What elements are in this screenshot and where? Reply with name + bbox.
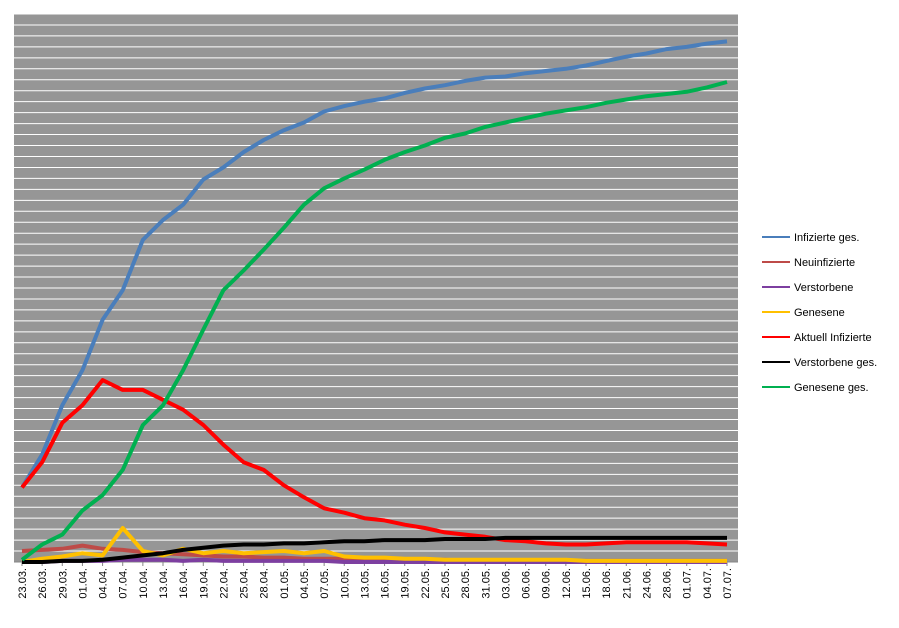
x-tick-label: 16.05. — [380, 568, 392, 599]
x-tick-label: 03.06. — [500, 568, 512, 599]
x-tick-label: 23.03. — [17, 568, 29, 599]
x-tick-label: 15.06. — [581, 568, 593, 599]
legend-label: Neuinfizierte — [794, 257, 855, 269]
x-tick-label: 28.04. — [259, 568, 271, 599]
line-series — [21, 526, 727, 564]
legend-label: Verstorbene — [794, 282, 853, 294]
x-tick-label: 04.07. — [702, 568, 714, 599]
x-tick-label: 28.06. — [662, 568, 674, 599]
x-tick-label: 25.04. — [239, 568, 251, 599]
x-tick-label: 09.06. — [541, 568, 553, 599]
legend-label: Genesene — [794, 307, 845, 319]
line-series — [20, 80, 728, 562]
x-tick-label: 16.04. — [178, 568, 190, 599]
legend-label: Verstorbene ges. — [794, 357, 877, 369]
legend-label: Aktuell Infizierte — [794, 332, 872, 344]
line-series — [20, 378, 728, 547]
x-tick-label: 22.04. — [218, 568, 230, 599]
x-tick-label: 06.06. — [521, 568, 533, 599]
x-tick-label: 07.07. — [722, 568, 734, 599]
x-tick-label: 01.05. — [279, 568, 291, 599]
x-tick-label: 22.05. — [420, 568, 432, 599]
x-tick-label: 21.06. — [621, 568, 633, 599]
x-tick-label: 26.03. — [37, 568, 49, 599]
x-tick-label: 24.06. — [641, 568, 653, 599]
x-tick-label: 10.05. — [339, 568, 351, 599]
x-tick-label: 31.05. — [480, 568, 492, 599]
line-series — [22, 535, 727, 564]
legend-label: Genesene ges. — [794, 382, 869, 394]
x-tick-label: 10.04. — [138, 568, 150, 599]
x-tick-label: 12.06. — [561, 568, 573, 599]
line-series — [20, 39, 728, 489]
x-tick-label: 28.05. — [460, 568, 472, 599]
x-tick-label: 04.04. — [98, 568, 110, 599]
x-tick-label: 19.04. — [198, 568, 210, 599]
x-tick-label: 13.04. — [158, 568, 170, 599]
x-tick-label: 29.03. — [57, 568, 69, 599]
x-tick-label: 19.05. — [400, 568, 412, 599]
x-tick-label: 07.05. — [319, 568, 331, 599]
x-tick-label: 18.06. — [601, 568, 613, 599]
x-tick-label: 07.04. — [118, 568, 130, 599]
x-tick-label: 01.04. — [77, 568, 89, 599]
x-tick-label: 25.05. — [440, 568, 452, 599]
x-tick-label: 04.05. — [299, 568, 311, 599]
x-tick-label: 01.07. — [682, 568, 694, 599]
legend-label: Infizierte ges. — [794, 232, 859, 244]
x-tick-label: 13.05. — [359, 568, 371, 599]
